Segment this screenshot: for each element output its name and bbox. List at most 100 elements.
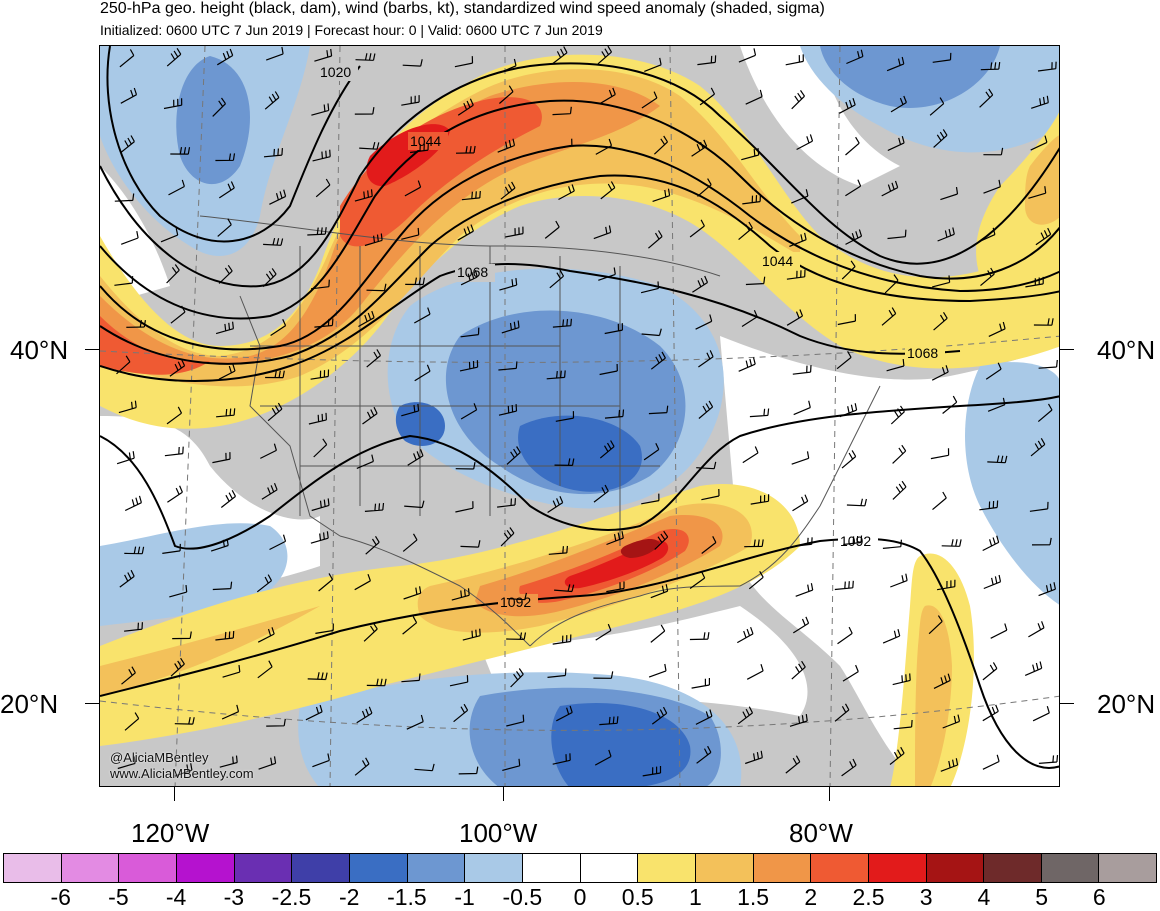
wind-barb [641, 91, 658, 109]
wind-barb [270, 318, 287, 337]
wind-barb [266, 718, 286, 727]
colorbar-label: -3 [223, 884, 245, 910]
wind-barb [460, 540, 481, 548]
wind-barb [990, 623, 1008, 639]
wind-barb [746, 664, 764, 680]
colorbar-cell [4, 854, 62, 882]
shade-jet-north-red [340, 97, 542, 247]
wind-barb [403, 586, 422, 600]
wind-barb [696, 745, 712, 764]
wind-barb [365, 535, 380, 555]
wind-barb [218, 264, 233, 284]
wind-barb [745, 276, 766, 286]
colorbar-cell [926, 854, 985, 882]
wind-barb [269, 534, 287, 551]
wind-barb [881, 180, 899, 197]
colorbar-label: 1 [688, 884, 702, 910]
wind-barb [593, 671, 614, 679]
wind-barb [890, 573, 908, 588]
lat-label-40n-right: 40°N [1097, 335, 1156, 365]
wind-barb [121, 666, 136, 685]
wind-barb [221, 704, 240, 720]
wind-barb [742, 194, 761, 205]
wind-barb [641, 493, 660, 505]
wind-barb [174, 716, 195, 725]
wind-barb [936, 579, 956, 591]
wind-barb [500, 181, 516, 200]
wind-barb [881, 307, 897, 326]
wind-barb [402, 616, 418, 635]
wind-barb [979, 500, 999, 511]
wind-barb [401, 227, 420, 240]
wind-barb [414, 364, 431, 382]
wind-barb [597, 46, 613, 65]
wind-barb [1033, 318, 1054, 326]
wind-barb [262, 268, 277, 288]
wind-barb [212, 581, 233, 591]
wind-barb [498, 361, 518, 371]
colorbar-cell [753, 854, 812, 882]
wind-barb [691, 139, 708, 157]
wind-barb [267, 402, 283, 422]
wind-barb [258, 756, 277, 770]
wind-barb [314, 318, 334, 328]
wind-barb [837, 626, 853, 645]
wind-barb [449, 675, 469, 687]
wind-barb [692, 275, 709, 293]
wind-barb [845, 179, 862, 197]
wind-barb [791, 189, 809, 204]
wind-barb [745, 750, 763, 765]
wind-barb [457, 224, 474, 241]
wind-barb [402, 59, 423, 67]
wind-barb [791, 660, 806, 680]
wind-barb [1037, 61, 1057, 72]
wind-barb [315, 623, 334, 634]
shade-jet-north-orange [100, 69, 800, 387]
colorbar-label: -0.5 [502, 884, 543, 910]
wind-barb [217, 218, 232, 237]
wind-barb [889, 746, 905, 765]
wind-barb [172, 631, 192, 640]
wind-barb [641, 328, 662, 337]
wind-barb [931, 365, 949, 381]
wind-barb [1038, 582, 1056, 597]
wind-barb [453, 703, 469, 723]
wind-barb [114, 276, 134, 286]
wind-barb [737, 626, 754, 644]
wind-barb [366, 349, 382, 368]
wind-barb [884, 274, 899, 294]
wind-barb [892, 444, 907, 464]
wind-barb [979, 88, 994, 108]
wind-barb [738, 357, 756, 372]
wind-barb [644, 57, 662, 72]
wind-barb [170, 146, 191, 155]
wind-barb [742, 446, 759, 464]
wind-barb [215, 153, 236, 162]
wind-barb [502, 758, 521, 771]
wind-barb [505, 226, 524, 238]
lat-label-40n-left: 40°N [10, 335, 69, 365]
wind-barb [164, 446, 184, 457]
credit-website: www.AliciaMBentley.com [110, 766, 254, 781]
shade-blue-east-atlantic [965, 362, 1059, 605]
wind-barb [257, 660, 273, 679]
map-subtitle: Initialized: 0600 UTC 7 Jun 2019 | Forec… [100, 22, 603, 38]
wind-barb [263, 237, 284, 246]
wind-barb [791, 451, 810, 465]
wind-barb [212, 452, 231, 464]
wind-barb [789, 232, 807, 247]
wind-barb [216, 408, 236, 418]
wind-barb [407, 449, 424, 466]
colorbar-label: -1.5 [387, 884, 427, 910]
wind-barb [697, 55, 717, 66]
wind-barb [356, 454, 374, 469]
wind-barb [549, 269, 565, 289]
wind-barb [982, 662, 998, 681]
wind-barb [219, 755, 238, 768]
colorbar-cell [234, 854, 293, 882]
wind-barb [218, 181, 235, 199]
wind-barb [162, 543, 181, 554]
wind-barb [216, 48, 234, 66]
colorbar-label: -2 [338, 884, 360, 910]
contour-label-1044-west: 1044 [410, 133, 441, 149]
